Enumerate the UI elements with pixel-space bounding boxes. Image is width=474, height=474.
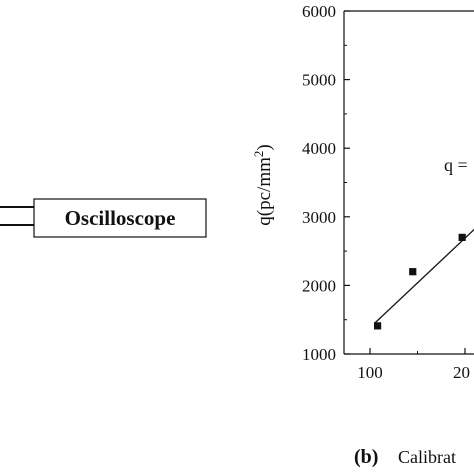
y-tick-label: 6000 xyxy=(302,2,336,21)
y-tick-label: 1000 xyxy=(302,345,336,364)
y-tick-label: 3000 xyxy=(302,208,336,227)
chart-panel: 1000 2000 3000 4000 5000 6000 100 20 q(pc/mm2)… xyxy=(251,2,474,382)
diagram-panel: Oscilloscope xyxy=(0,198,207,238)
y-tick-label: 4000 xyxy=(302,139,336,158)
fit-line xyxy=(374,228,474,324)
equation-annotation: q = xyxy=(444,155,468,175)
x-axis-ticks: 100 20 xyxy=(357,348,470,382)
y-tick-label: 5000 xyxy=(302,71,336,90)
data-point xyxy=(409,268,417,276)
x-tick-label: 100 xyxy=(357,363,383,382)
caption-tag: (b) xyxy=(354,446,378,468)
y-axis-title: q(pc/mm2) xyxy=(251,144,275,225)
data-points xyxy=(374,233,466,330)
y-axis-title-main: q(pc/mm xyxy=(254,157,275,226)
x-tick-label: 20 xyxy=(453,363,470,382)
oscilloscope-box xyxy=(33,198,207,238)
oscilloscope-label: Oscilloscope xyxy=(65,206,176,230)
y-axis-title-close: ) xyxy=(254,144,275,150)
caption: (b) Calibrat xyxy=(354,446,456,468)
y-axis-ticks: 1000 2000 3000 4000 5000 6000 xyxy=(302,2,350,364)
data-point xyxy=(374,322,382,330)
data-point xyxy=(458,233,466,241)
caption-text: Calibrat xyxy=(398,447,456,467)
y-tick-label: 2000 xyxy=(302,276,336,295)
y-axis-title-superscript: 2 xyxy=(251,151,266,158)
